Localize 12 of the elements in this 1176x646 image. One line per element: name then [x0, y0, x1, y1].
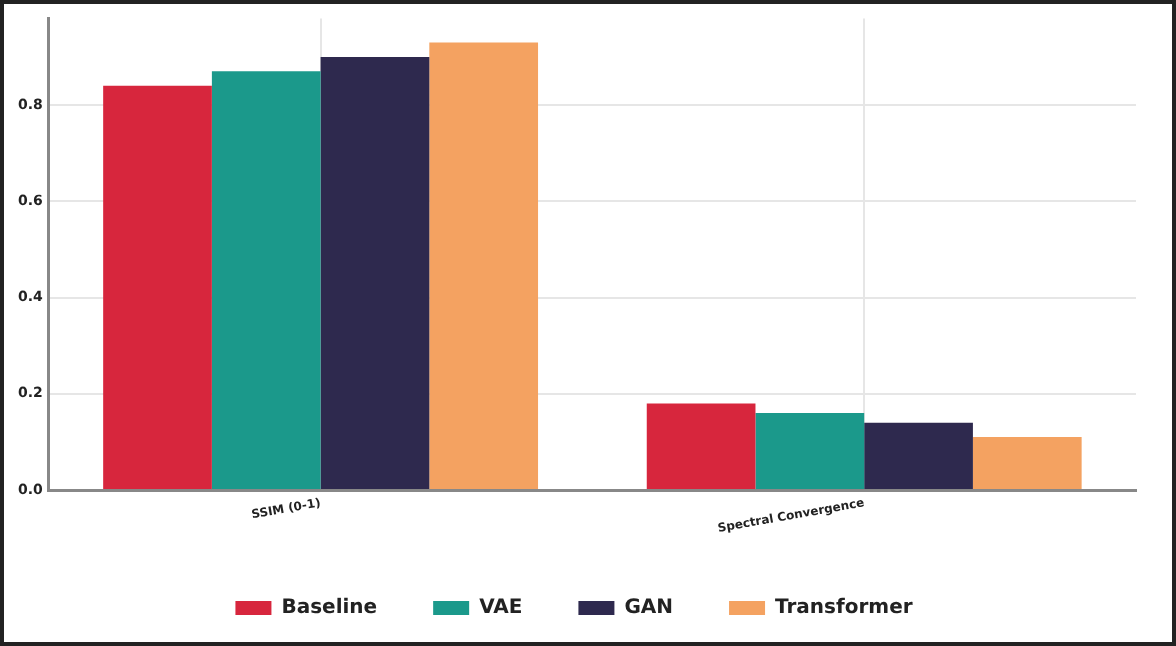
legend-label: GAN	[624, 597, 674, 620]
bar	[755, 413, 865, 490]
bar	[646, 403, 756, 490]
bar	[103, 85, 212, 490]
legend-label: Baseline	[281, 597, 378, 620]
bar	[429, 42, 539, 490]
legend-label: VAE	[479, 597, 523, 620]
bar	[320, 56, 430, 490]
bar	[211, 71, 321, 490]
bar	[972, 437, 1082, 490]
bar	[864, 422, 973, 490]
legend-label: Transformer	[775, 597, 913, 620]
